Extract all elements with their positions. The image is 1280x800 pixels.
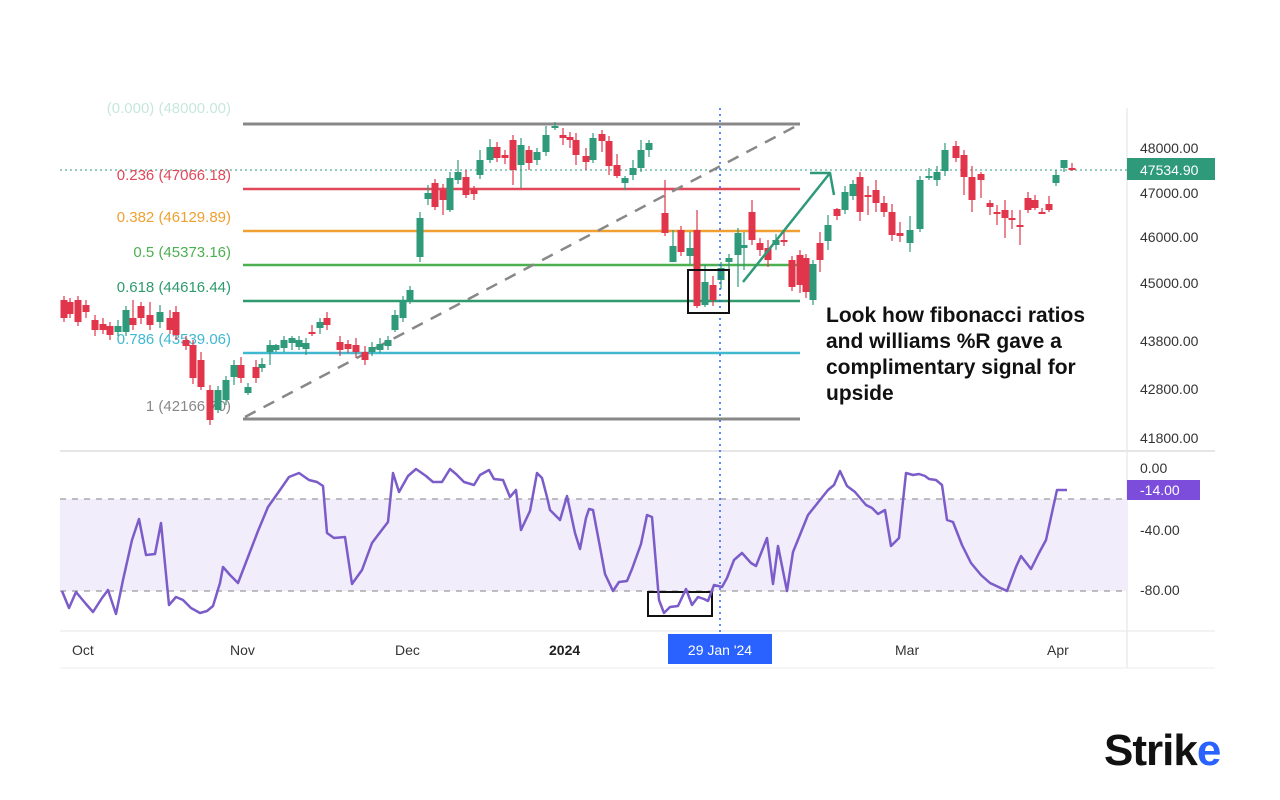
svg-text:42800.00: 42800.00	[1140, 381, 1199, 397]
price-highlight-box	[687, 269, 730, 314]
williams-r-line	[60, 467, 1067, 616]
wr-highlight-box	[647, 591, 713, 617]
fibonacci-labels: (0.000) (48000.00) 0.236 (47066.18) 0.38…	[107, 100, 231, 415]
svg-text:45000.00: 45000.00	[1140, 275, 1199, 291]
wr-axis: 0.00 -40.00 -80.00	[1140, 460, 1180, 598]
wr-current-badge	[1127, 480, 1200, 500]
price-axis: 48000.00 47000.00 46000.00 45000.00 4380…	[1140, 140, 1199, 446]
svg-text:Dec: Dec	[395, 642, 420, 658]
crosshair-date-badge	[668, 634, 772, 664]
time-axis: Oct Nov Dec 2024 Mar Apr	[72, 642, 1069, 658]
annotation-text: Look how fibonacci ratios and williams %…	[826, 304, 1086, 405]
fib-label-05: 0.5 (45373.16)	[133, 244, 231, 261]
svg-text:Apr: Apr	[1047, 642, 1069, 658]
fibonacci-levels	[243, 122, 801, 421]
logo-e-accent: e	[1196, 726, 1222, 775]
current-price-badge	[1127, 158, 1215, 180]
svg-text:46000.00: 46000.00	[1140, 229, 1199, 245]
wr-current-text: -14.00	[1140, 482, 1180, 498]
strike-logo: Strike	[1104, 726, 1222, 776]
svg-text:(0.000) (48000.00): (0.000) (48000.00)	[107, 100, 231, 117]
logo-k: k	[1173, 726, 1198, 775]
svg-text:-80.00: -80.00	[1140, 582, 1180, 598]
fib-label-0786: 0.786 (43539.06)	[117, 331, 231, 348]
svg-text:2024: 2024	[549, 642, 580, 658]
svg-text:Nov: Nov	[230, 642, 255, 658]
svg-text:43800.00: 43800.00	[1140, 333, 1199, 349]
svg-text:-40.00: -40.00	[1140, 522, 1180, 538]
svg-text:Oct: Oct	[72, 642, 94, 658]
fib-label-0382: 0.382 (46129.89)	[117, 209, 231, 226]
current-price-text: 47534.90	[1140, 162, 1199, 178]
logo-text: Stri	[1104, 726, 1174, 775]
svg-text:48000.00: 48000.00	[1140, 140, 1199, 156]
fib-label-0236: 0.236 (47066.18)	[117, 167, 231, 184]
candlesticks	[60, 122, 1076, 425]
svg-text:Mar: Mar	[895, 642, 919, 658]
crosshair-date-text: 29 Jan '24	[688, 642, 752, 658]
svg-text:47000.00: 47000.00	[1140, 185, 1199, 201]
fib-label-0618: 0.618 (44616.44)	[117, 279, 231, 296]
upside-arrow-icon	[742, 171, 836, 283]
svg-text:0.00: 0.00	[1140, 460, 1167, 476]
svg-text:41800.00: 41800.00	[1140, 430, 1199, 446]
